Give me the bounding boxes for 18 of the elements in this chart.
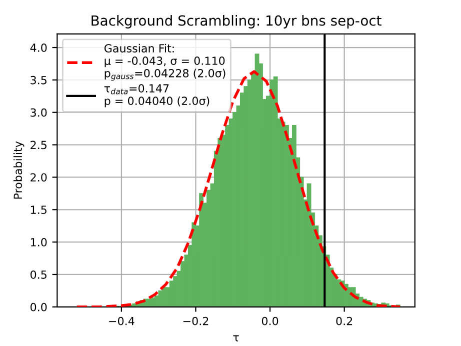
y-tick-label: 3.0	[30, 108, 47, 117]
y-tick-label: 4.0	[30, 44, 47, 52]
y-axis-title: Probability	[13, 141, 24, 199]
y-tick-label: 1.5	[30, 206, 46, 214]
chart-title: Background Scrambling: 10yr bns sep-oct	[92, 15, 382, 28]
y-tick-label: 2.0	[30, 173, 47, 182]
legend-label: Gaussian Fit: μ = -0.043, σ = 0.110 p$_{gauss}$=0.04228 (2.0σ)	[104, 44, 226, 81]
ref-line-label: τ$_{data}$=0.147 p = 0.04040 (2.0σ)	[104, 84, 210, 108]
x-tick-label: 0.0	[262, 316, 278, 326]
y-tick-label: 3.5	[30, 76, 46, 84]
x-tick-label: −0.2	[183, 316, 208, 326]
y-tick-label: 1.0	[30, 238, 47, 246]
x-axis-title: τ	[233, 335, 239, 342]
y-tick-label: 0.0	[30, 302, 47, 312]
x-tick-label: −0.4	[109, 316, 134, 326]
y-tick-label: 0.5	[30, 270, 46, 279]
x-tick-label: 0.2	[336, 316, 352, 326]
y-tick-label: 2.5	[30, 140, 46, 150]
